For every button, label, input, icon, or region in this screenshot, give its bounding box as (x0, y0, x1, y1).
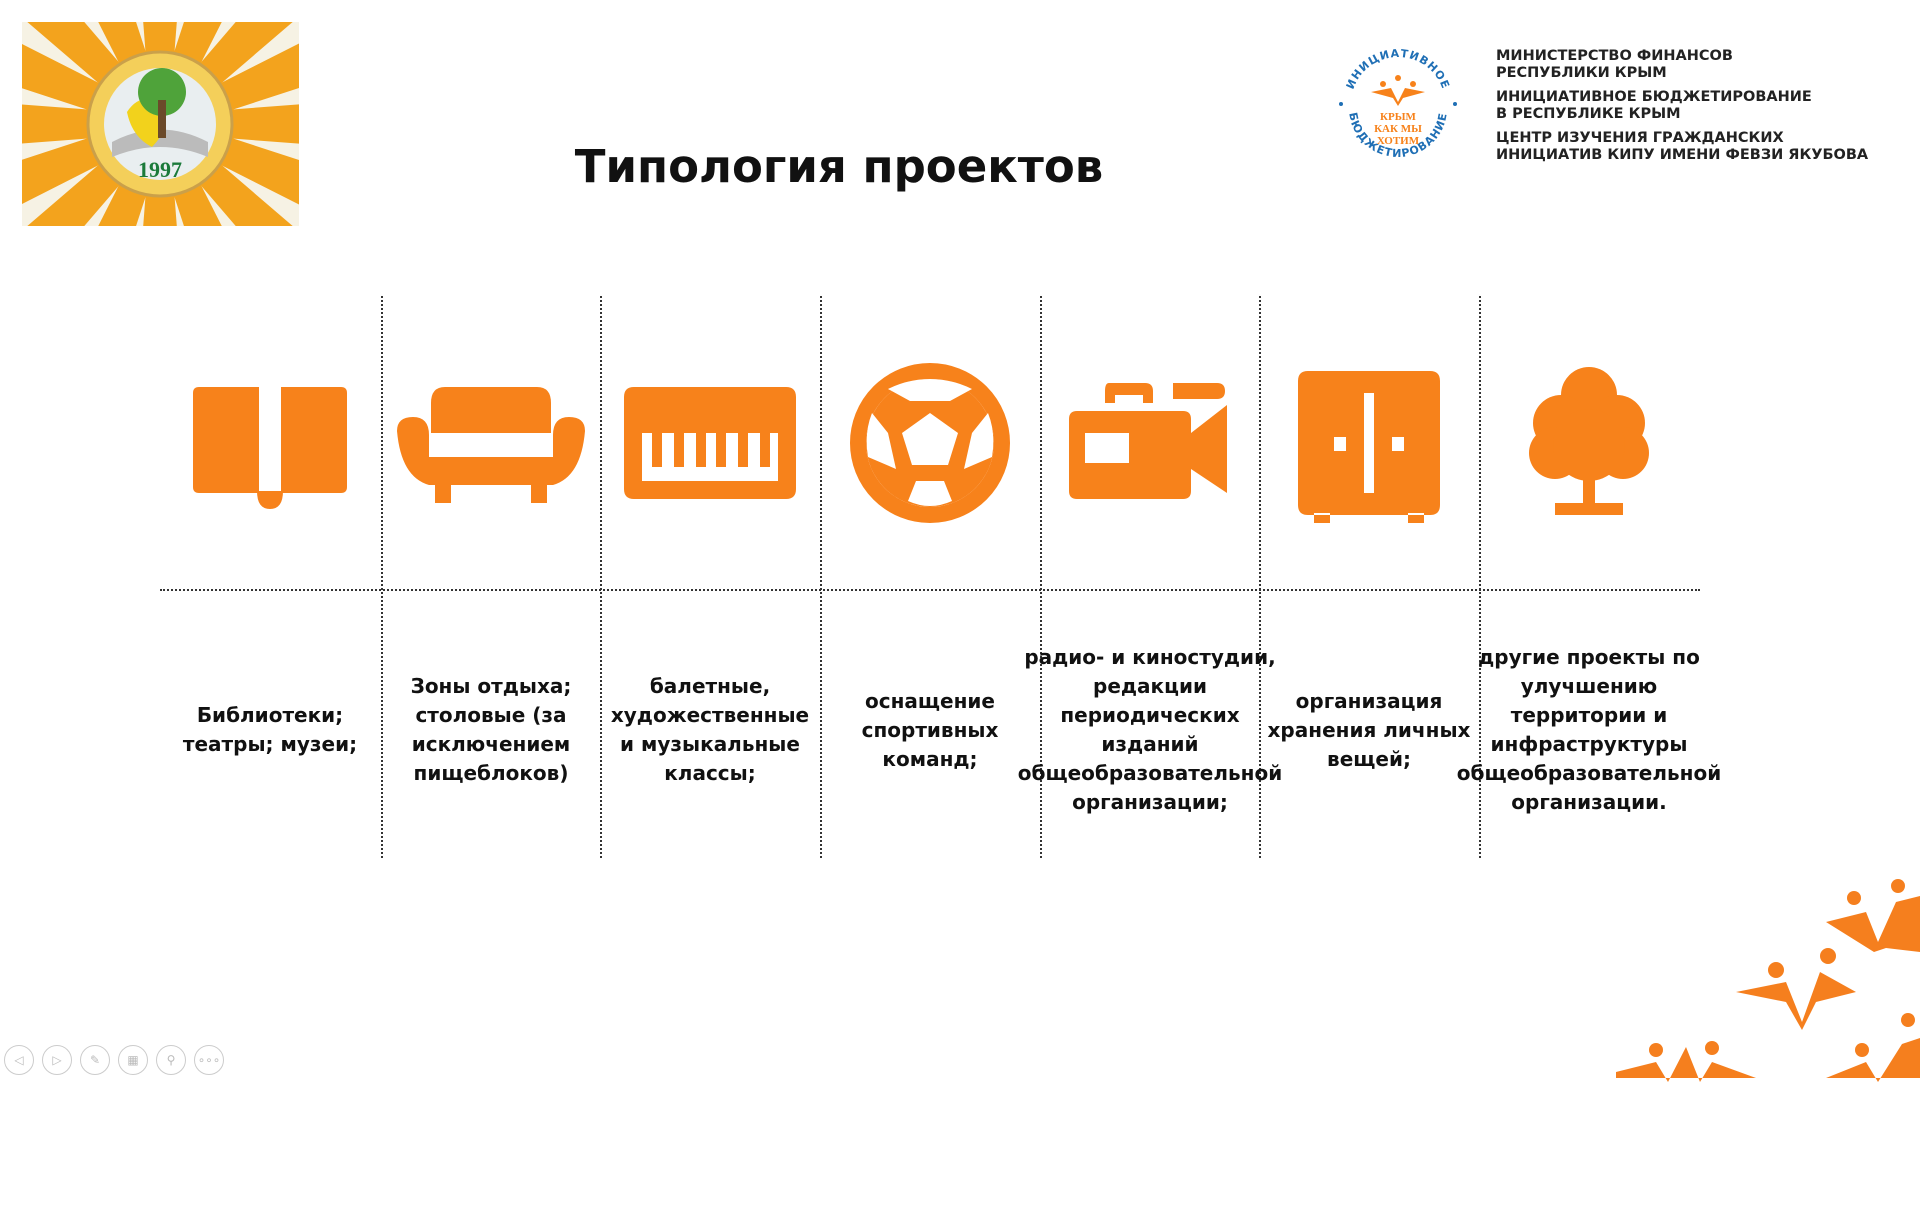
horizontal-divider (160, 589, 1700, 591)
svg-text:КРЫМ: КРЫМ (1380, 111, 1416, 123)
chevron-left-icon: ◁ (14, 1053, 24, 1067)
slides-icon: ▦ (127, 1053, 139, 1067)
pen-icon: ✎ (89, 1053, 101, 1067)
school-year-text: 1997 (138, 157, 182, 182)
wardrobe-icon (1260, 358, 1478, 528)
org-research-center: ЦЕНТР ИЗУЧЕНИЯ ГРАЖДАНСКИХ ИНИЦИАТИВ КИПУ… (1496, 130, 1869, 163)
previous-slide-button[interactable]: ◁ (4, 1045, 34, 1075)
page-title: Типология проектов (574, 140, 1104, 193)
book-icon (161, 358, 379, 528)
column-divider (1259, 296, 1261, 858)
magnifier-icon: ⚲ (166, 1053, 176, 1067)
piano-keyboard-icon (601, 358, 819, 528)
tree-icon (1480, 358, 1698, 528)
svg-text:КАК МЫ: КАК МЫ (1374, 123, 1422, 135)
slides-overview-button[interactable]: ▦ (118, 1045, 148, 1075)
org-ministry: МИНИСТЕРСТВО ФИНАНСОВ РЕСПУБЛИКИ КРЫМ (1496, 48, 1733, 81)
column-divider (381, 296, 383, 858)
organization-list: МИНИСТЕРСТВО ФИНАНСОВ РЕСПУБЛИКИ КРЫМ ИНИ… (1496, 48, 1868, 171)
decorative-figures (1616, 872, 1920, 1082)
column-divider (820, 296, 822, 858)
soccer-ball-icon (821, 358, 1039, 528)
pen-button[interactable]: ✎ (80, 1045, 110, 1075)
partner-logo: ИНИЦИАТИВНОЕ БЮДЖЕТИРОВАНИЕ КРЫМ КАК МЫ … (1333, 36, 1463, 172)
next-slide-button[interactable]: ▷ (42, 1045, 72, 1075)
svg-text:ИНИЦИАТИВНОЕ: ИНИЦИАТИВНОЕ (1344, 47, 1453, 91)
school-logo: 1997 (22, 22, 299, 226)
org-initiative-budgeting: ИНИЦИАТИВНОЕ БЮДЖЕТИРОВАНИЕ В РЕСПУБЛИКЕ … (1496, 89, 1812, 122)
zoom-button[interactable]: ⚲ (156, 1045, 186, 1075)
ellipsis-icon: ∘∘∘ (197, 1053, 221, 1067)
more-button[interactable]: ∘∘∘ (194, 1045, 224, 1075)
column-divider (1479, 296, 1481, 858)
video-camera-icon (1041, 358, 1259, 528)
chevron-right-icon: ▷ (52, 1053, 62, 1067)
column-divider (600, 296, 602, 858)
svg-text:ХОТИМ: ХОТИМ (1377, 135, 1420, 147)
column-divider (1040, 296, 1042, 858)
armchair-icon (382, 358, 600, 528)
